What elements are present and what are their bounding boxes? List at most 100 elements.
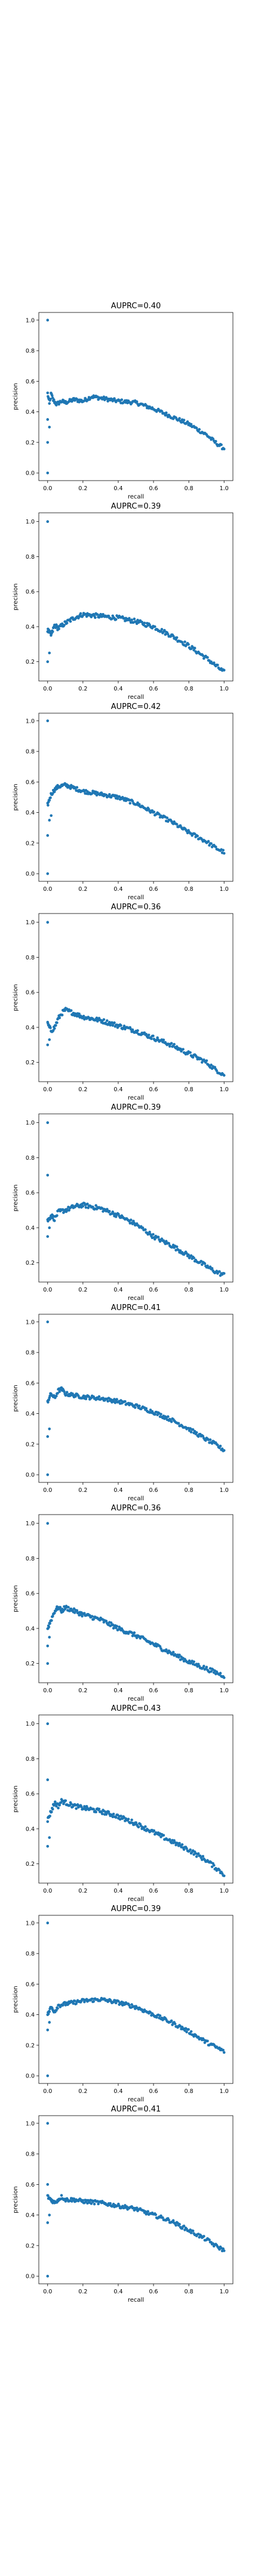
data-point — [179, 1249, 182, 1252]
data-points — [46, 1320, 226, 1476]
x-tick-label: 0.4 — [113, 1888, 122, 1894]
y-tick-label: 1.0 — [26, 317, 35, 324]
data-point — [170, 1042, 173, 1045]
data-point — [133, 1406, 137, 1409]
y-tick-label: 0.8 — [26, 955, 35, 961]
data-point — [53, 790, 56, 794]
data-point — [46, 391, 50, 395]
data-point — [46, 318, 50, 322]
data-point — [75, 1609, 79, 1612]
data-point — [222, 1676, 226, 1679]
x-axis-label: recall — [128, 494, 144, 500]
x-tick-label: 1.0 — [220, 485, 229, 492]
pr-chart-4: AUPRC=0.36 0.0 0.2 0.4 0.6 0.8 1.0 0.2 0.4 0.6 0.8… — [13, 903, 234, 1101]
x-tick-label: 0.4 — [113, 686, 122, 692]
data-point — [178, 417, 181, 420]
data-point — [166, 1415, 170, 1419]
y-tick-label: 0.8 — [26, 2151, 35, 2158]
data-point — [189, 423, 193, 426]
data-point — [54, 1609, 57, 1612]
data-point — [63, 624, 66, 627]
y-tick-label: 0.6 — [26, 779, 35, 786]
y-tick-label: 0.6 — [26, 589, 35, 596]
data-point — [115, 1624, 118, 1628]
data-point — [158, 2014, 162, 2017]
data-point — [48, 1836, 51, 1839]
data-point — [145, 1407, 148, 1410]
data-point — [162, 1834, 165, 1837]
data-point — [56, 1392, 59, 1395]
data-point — [90, 1997, 94, 2001]
data-points — [46, 1921, 226, 2077]
data-point — [158, 1645, 162, 1648]
data-point — [187, 1253, 190, 1256]
data-point — [107, 1810, 110, 1813]
data-point — [113, 1401, 117, 1404]
x-tick-label: 0.4 — [113, 2289, 122, 2295]
data-point — [119, 1815, 122, 1818]
data-point — [46, 2221, 50, 2224]
data-point — [208, 1438, 212, 1441]
data-point — [160, 410, 164, 413]
y-tick-label: 0.2 — [26, 1441, 35, 1448]
data-point — [46, 2122, 50, 2125]
x-tick-label: 0.0 — [43, 2088, 52, 2095]
x-tick-label: 0.2 — [78, 886, 87, 893]
pr-chart-6: AUPRC=0.41 0.0 0.2 0.4 0.6 0.8 1.0 0.0 0.2 0.4 0.6… — [13, 1304, 234, 1502]
data-point — [48, 2010, 51, 2013]
data-point — [210, 1865, 214, 1868]
chart-title: AUPRC=0.43 — [111, 1704, 161, 1713]
y-tick-label: 0.2 — [26, 2243, 35, 2249]
data-point — [53, 1027, 56, 1030]
data-point — [46, 1921, 50, 1925]
x-tick-label: 0.6 — [149, 485, 158, 492]
data-point — [166, 633, 170, 636]
data-point — [122, 1024, 126, 1027]
data-point — [94, 1810, 97, 1814]
data-point — [203, 1262, 207, 1265]
y-axis-label: precision — [13, 583, 19, 610]
data-point — [196, 1852, 200, 1855]
y-tick-label: 1.0 — [26, 2120, 35, 2127]
axes-frame — [38, 1113, 234, 1283]
pr-chart-10: AUPRC=0.41 0.0 0.2 0.4 0.6 0.8 1.0 0.0 0.2 0.4 0.6… — [13, 2105, 234, 2303]
y-tick-label: 1.0 — [26, 1120, 35, 1126]
data-points — [46, 520, 226, 672]
y-tick-label: 0.8 — [26, 1756, 35, 1763]
pr-chart-9: AUPRC=0.39 0.0 0.2 0.4 0.6 0.8 1.0 0.0 0.2 0.4 0.6… — [13, 1905, 234, 2103]
y-tick-label: 0.4 — [26, 1411, 35, 1417]
x-tick-label: 0.0 — [43, 1086, 52, 1093]
data-point — [127, 1818, 130, 1820]
data-point — [72, 2197, 76, 2200]
data-point — [112, 1627, 115, 1630]
data-point — [46, 1235, 50, 1238]
data-point — [177, 1655, 180, 1659]
x-tick-label: 0.2 — [78, 1688, 87, 1694]
axes-frame — [38, 2115, 234, 2284]
data-point — [195, 1855, 198, 1858]
chart-title: AUPRC=0.41 — [111, 1304, 161, 1312]
pr-chart-3: AUPRC=0.42 0.0 0.2 0.4 0.6 0.8 1.0 0.0 0.2 0.4 0.6… — [13, 702, 234, 901]
data-point — [170, 2019, 173, 2023]
y-tick-label: 0.4 — [26, 1024, 35, 1031]
data-point — [53, 1800, 57, 1803]
data-point — [186, 420, 189, 423]
data-point — [192, 1256, 195, 1259]
data-point — [48, 1815, 51, 1818]
data-point — [148, 1230, 151, 1234]
data-point — [170, 1420, 173, 1423]
data-point — [167, 1241, 171, 1245]
data-point — [201, 1061, 204, 1064]
chart-title: AUPRC=0.39 — [111, 502, 161, 511]
data-point — [114, 1215, 118, 1218]
data-point — [50, 814, 53, 818]
x-tick-label: 0.8 — [185, 686, 194, 692]
data-point — [210, 1670, 213, 1673]
data-point — [58, 1016, 61, 1020]
data-point — [58, 1803, 61, 1807]
y-tick-label: 0.8 — [26, 1556, 35, 1562]
data-point — [133, 617, 136, 621]
data-point — [92, 1807, 96, 1811]
x-tick-label: 0.6 — [149, 2289, 158, 2295]
